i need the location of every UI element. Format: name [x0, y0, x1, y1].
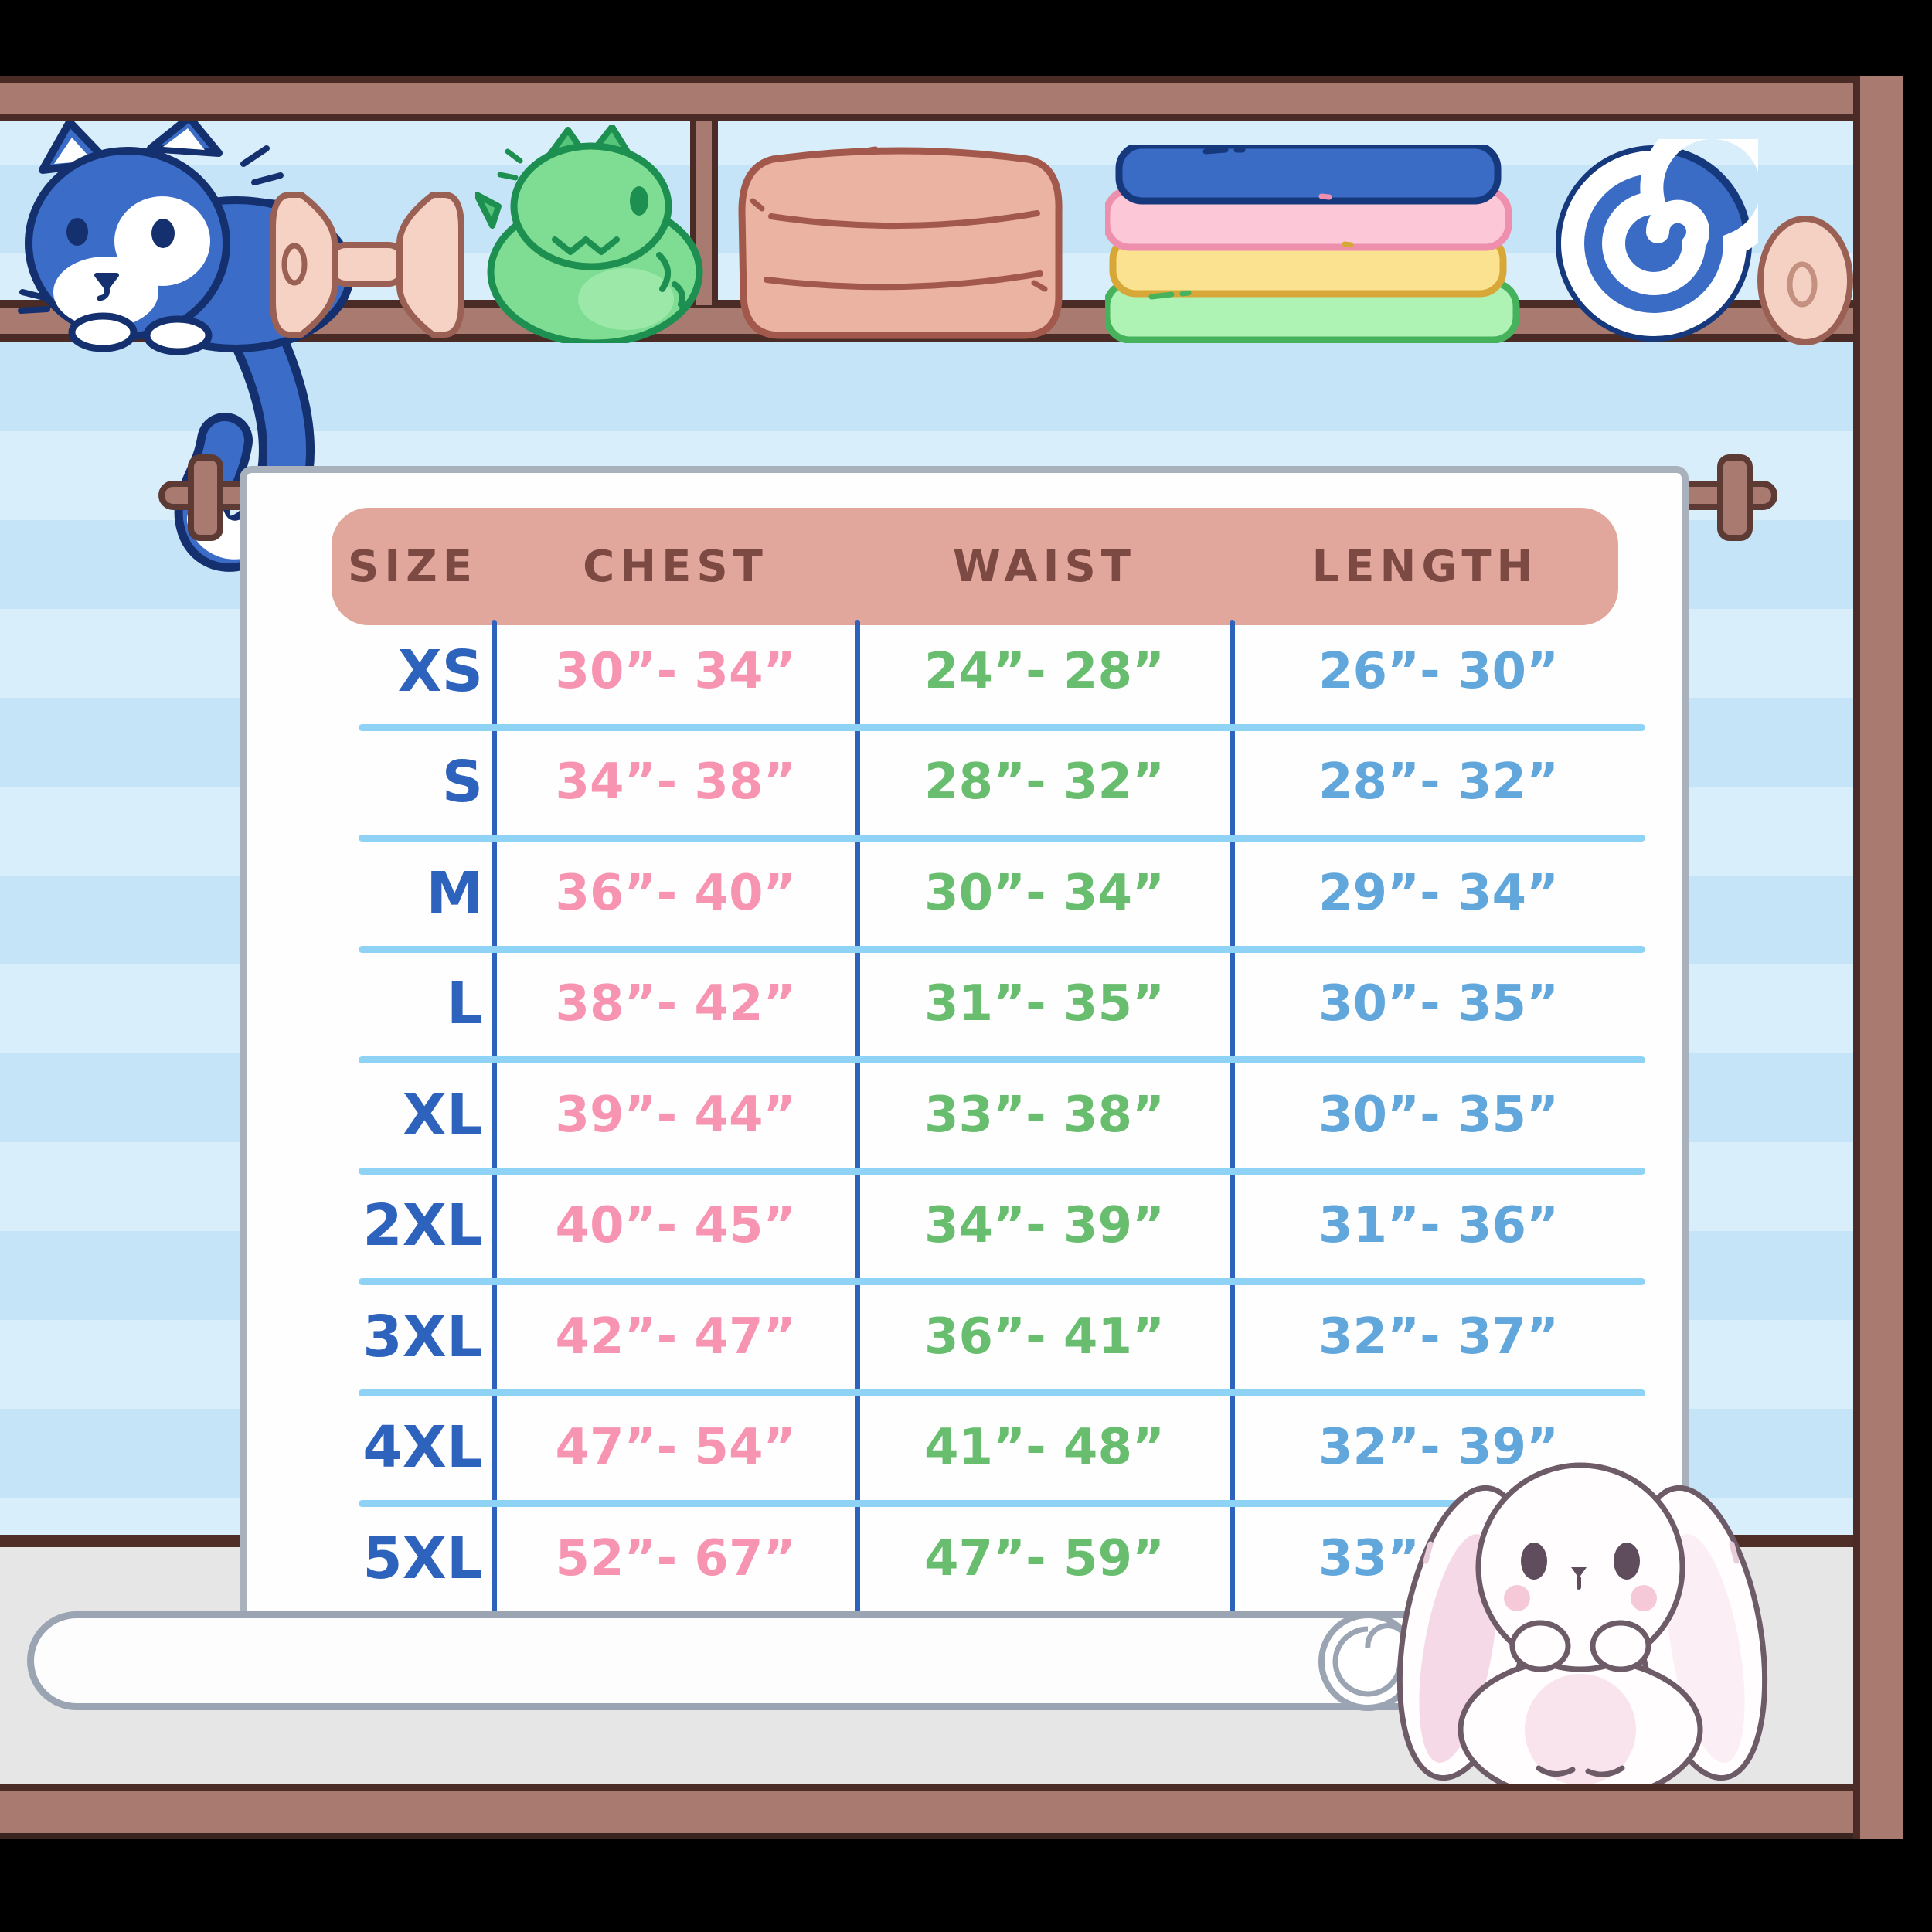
chest-cell: 42”- 47” [555, 1308, 796, 1366]
size-cell: XS [397, 638, 483, 705]
size-table-rows: XS 30”- 34” 24”- 28” 26”- 30” S 34”- 38”… [247, 616, 1645, 1618]
length-cell: 30”- 35” [1318, 975, 1560, 1033]
table-row: 4XL 47”- 54” 41”- 48” 32”- 39” [247, 1393, 1645, 1507]
waist-cell: 33”- 38” [923, 1086, 1165, 1144]
length-cell: 31”- 36” [1318, 1197, 1560, 1255]
chest-cell: 47”- 54” [555, 1419, 796, 1477]
length-cell: 32”- 39” [1318, 1419, 1560, 1477]
chest-cell: 38”- 42” [555, 975, 796, 1033]
bunny-plush-icon [1356, 1444, 1804, 1793]
towel-stack-icon [1105, 145, 1526, 343]
row-divider-line [359, 1389, 1645, 1396]
column-divider-1 [492, 620, 497, 1617]
length-cell: 28”- 32” [1318, 753, 1560, 811]
row-divider-line [359, 1278, 1645, 1285]
chest-cell: 52”- 67” [555, 1529, 796, 1587]
column-divider-2 [855, 620, 860, 1617]
size-cell: M [426, 859, 483, 927]
header-chest: CHEST [583, 541, 768, 592]
size-cell: 5XL [362, 1525, 483, 1592]
length-cell: 26”- 30” [1318, 642, 1560, 700]
length-cell: 29”- 34” [1318, 864, 1560, 922]
frame-right-bar [1853, 76, 1903, 1839]
rod-peg-left [188, 454, 223, 541]
row-divider-line [359, 835, 1645, 842]
header-length: LENGTH [1311, 541, 1539, 592]
table-row: M 36”- 40” 30”- 34” 29”- 34” [247, 838, 1645, 953]
chest-cell: 40”- 45” [555, 1197, 796, 1255]
table-row: 3XL 42”- 47” 36”- 41” 32”- 37” [247, 1281, 1645, 1396]
waist-cell: 47”- 59” [923, 1529, 1165, 1587]
waist-cell: 34”- 39” [923, 1197, 1165, 1255]
folded-towel-icon [726, 138, 1074, 343]
row-divider-line [359, 1167, 1645, 1175]
letterbox-top [0, 0, 1932, 76]
table-header-pill [332, 508, 1618, 625]
table-header-row: SIZE CHEST WAIST LENGTH [332, 508, 1618, 625]
dumbbell-icon [267, 185, 468, 344]
frame-top-bar [0, 76, 1903, 121]
table-row: 2XL 40”- 45” 34”- 39” 31”- 36” [247, 1171, 1645, 1285]
waist-cell: 41”- 48” [923, 1419, 1165, 1477]
header-waist: WAIST [953, 541, 1136, 592]
paper-roll [27, 1611, 1410, 1710]
table-row: XS 30”- 34” 24”- 28” 26”- 30” [247, 616, 1645, 731]
size-cell: 3XL [362, 1303, 483, 1370]
length-cell: 30”- 35” [1318, 1086, 1560, 1144]
size-cell: L [446, 971, 483, 1038]
letterbox-right [1903, 0, 1932, 1932]
rod-peg-right [1717, 454, 1753, 541]
dino-plush-icon [475, 125, 707, 343]
size-cell: 4XL [362, 1414, 483, 1481]
waist-cell: 36”- 41” [923, 1308, 1165, 1366]
spiral-towel-roll-icon [1549, 139, 1758, 348]
chest-cell: 36”- 40” [555, 864, 796, 922]
header-size: SIZE [347, 541, 478, 592]
letterbox-bottom [0, 1839, 1932, 1932]
table-row: L 38”- 42” 31”- 35” 30”- 35” [247, 949, 1645, 1063]
size-cell: S [441, 749, 483, 816]
size-chart-paper: SIZE CHEST WAIST LENGTH XS 30”- 34” 24”-… [240, 466, 1689, 1660]
column-divider-3 [1230, 620, 1235, 1617]
waist-cell: 24”- 28” [923, 642, 1165, 700]
row-divider-line [359, 945, 1645, 953]
frame-bottom-bar [0, 1784, 1903, 1839]
round-knob-icon [1756, 215, 1856, 346]
waist-cell: 28”- 32” [923, 753, 1165, 811]
chest-cell: 39”- 44” [555, 1086, 796, 1144]
table-row: XL 39”- 44” 33”- 38” 30”- 35” [247, 1060, 1645, 1175]
waist-cell: 31”- 35” [923, 975, 1165, 1033]
size-cell: 2XL [362, 1192, 483, 1260]
table-row: S 34”- 38” 28”- 32” 28”- 32” [247, 727, 1645, 842]
waist-cell: 30”- 34” [923, 864, 1165, 922]
row-divider-line [359, 1056, 1645, 1063]
row-divider-line [359, 723, 1645, 731]
chest-cell: 34”- 38” [555, 753, 796, 811]
length-cell: 32”- 37” [1318, 1308, 1560, 1366]
size-cell: XL [402, 1081, 483, 1148]
chest-cell: 30”- 34” [555, 642, 796, 700]
row-divider-line [359, 1500, 1645, 1507]
